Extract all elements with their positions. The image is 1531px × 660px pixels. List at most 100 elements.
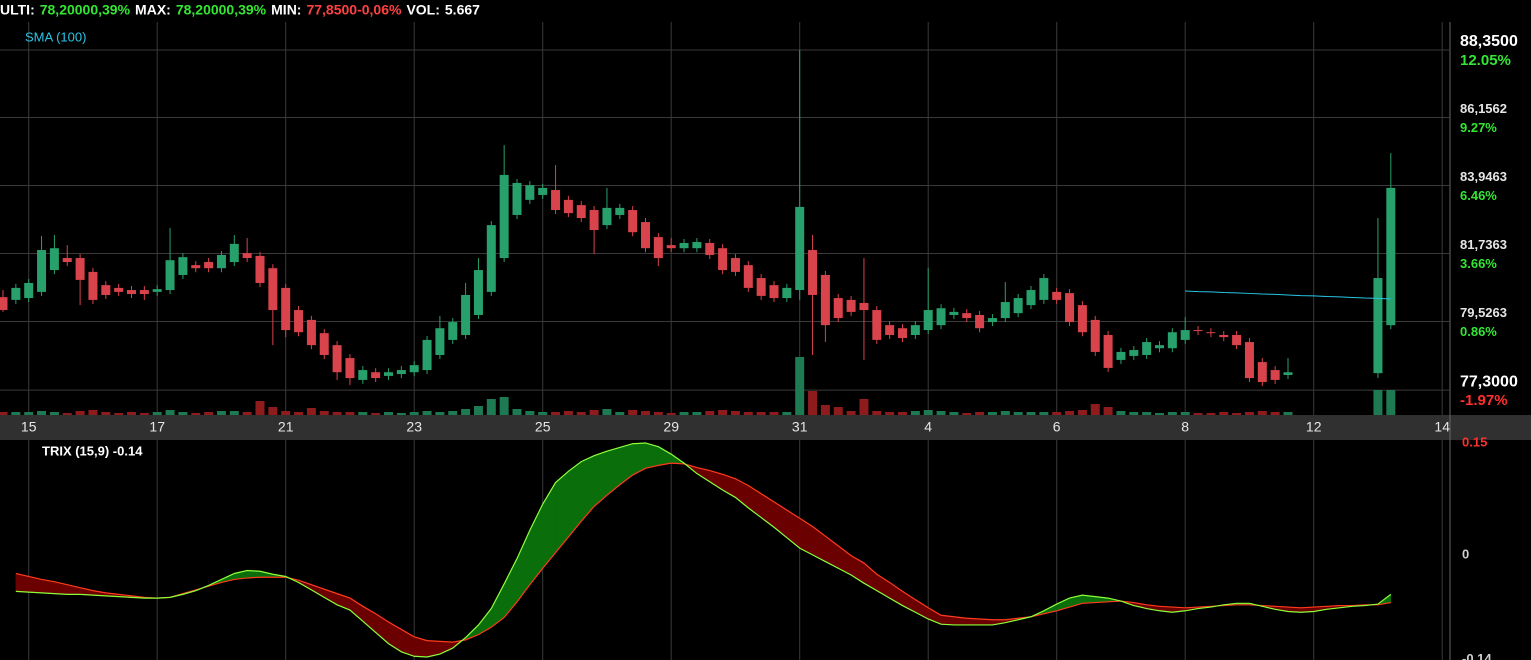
x-tick-label: 6 xyxy=(1053,419,1061,435)
candle-body xyxy=(1167,332,1177,349)
price-tick-label: 86,1562 xyxy=(1460,101,1507,116)
volume-bar xyxy=(563,411,573,415)
volume-bar xyxy=(139,413,149,415)
volume-bar xyxy=(486,399,496,415)
candle-body xyxy=(448,322,458,340)
volume-bar xyxy=(409,412,419,415)
volume-bar xyxy=(204,412,214,415)
header-item: 5.667 xyxy=(445,2,480,18)
percent-tick-label: 9.27% xyxy=(1460,120,1497,135)
candle-body xyxy=(551,190,561,211)
volume-bar xyxy=(306,408,316,415)
volume-bar xyxy=(641,411,650,415)
candle-body xyxy=(1116,351,1126,360)
candle-body xyxy=(538,187,548,195)
volume-bar xyxy=(653,412,663,415)
volume-bar xyxy=(165,410,175,415)
candle-body xyxy=(769,285,779,299)
header-item: 77,8500-0,06% xyxy=(306,2,402,18)
x-tick-label: 12 xyxy=(1306,419,1322,435)
volume-bar xyxy=(1219,412,1229,415)
percent-tick-label: 0.86% xyxy=(1460,324,1497,339)
x-tick-label: 14 xyxy=(1434,419,1450,435)
candle-body xyxy=(229,243,239,263)
candle-body xyxy=(898,328,907,339)
candle-body xyxy=(795,206,805,291)
candle-body xyxy=(1013,298,1023,314)
volume-bar xyxy=(242,412,252,415)
candle-body xyxy=(24,282,34,299)
candle-body xyxy=(461,294,471,335)
candle-body xyxy=(820,274,830,326)
header-item: MAX: xyxy=(135,2,171,18)
candle-body xyxy=(1052,291,1062,300)
indicator-tick-label: 0 xyxy=(1462,547,1469,562)
candle-body xyxy=(975,314,985,329)
price-tick-label: 83,9463 xyxy=(1460,169,1507,184)
legend-entry: SMA (100) xyxy=(25,29,86,44)
header-item: VOL: xyxy=(406,2,439,18)
candle-body xyxy=(294,310,304,333)
candle-body xyxy=(1219,334,1229,338)
volume-bar xyxy=(525,411,535,415)
volume-bar xyxy=(936,411,946,415)
candle-body xyxy=(88,271,98,300)
volume xyxy=(0,357,1396,415)
volume-bar xyxy=(0,412,8,415)
volume-bar xyxy=(1373,390,1383,415)
candle-body xyxy=(1065,293,1075,323)
candle-body xyxy=(833,298,843,319)
volume-bar xyxy=(769,412,779,415)
header-item: 78,20000,39% xyxy=(40,2,131,18)
candle-body xyxy=(641,222,650,249)
indicator-tick-label: -0.14 xyxy=(1462,651,1492,660)
indicator-title: TRIX (15,9) -0.14 xyxy=(42,443,143,458)
candle-body xyxy=(730,258,740,272)
candle-body xyxy=(75,258,85,280)
candle-body xyxy=(499,174,509,259)
percent-tick-label: 6.46% xyxy=(1460,188,1497,203)
header-item: ULTI: xyxy=(0,2,35,18)
volume-bar xyxy=(898,412,907,415)
volume-bar xyxy=(1206,413,1216,415)
candle-body xyxy=(268,268,278,311)
candle-body xyxy=(563,199,573,214)
percent-tick-label: 3.66% xyxy=(1460,256,1497,271)
volume-bar xyxy=(281,411,291,415)
candle-body xyxy=(255,255,265,283)
volume-bar xyxy=(1116,411,1126,415)
volume-bar xyxy=(833,407,843,415)
candle-body xyxy=(1206,332,1216,334)
candle-body xyxy=(1129,350,1139,356)
volume-bar xyxy=(859,399,869,415)
x-tick-label: 17 xyxy=(149,419,165,435)
header-item: 78,20000,39% xyxy=(176,2,267,18)
candle-body xyxy=(216,254,226,269)
volume-bar xyxy=(808,391,818,415)
volume-bar xyxy=(705,411,715,415)
volume-bar xyxy=(319,411,329,415)
x-tick-label: 4 xyxy=(924,419,932,435)
sma-line xyxy=(1185,290,1391,300)
candle-body xyxy=(1270,370,1280,380)
candle-body xyxy=(1103,334,1113,368)
price-tick-label: 77,3000 xyxy=(1460,373,1518,390)
volume-bar xyxy=(679,412,689,415)
candle-body xyxy=(319,333,329,355)
candle-body xyxy=(846,299,856,312)
volume-bar xyxy=(692,412,702,415)
volume-bar xyxy=(743,412,753,415)
candle-body xyxy=(1283,372,1293,375)
volume-bar xyxy=(987,412,997,415)
candle-body xyxy=(872,310,882,340)
volume-bar xyxy=(1193,413,1203,415)
candle-body xyxy=(743,265,753,288)
candle-body xyxy=(1142,342,1152,355)
candle-body xyxy=(705,242,715,255)
candle-body xyxy=(281,287,291,331)
candle-body xyxy=(101,285,111,295)
candle-body xyxy=(615,207,625,215)
